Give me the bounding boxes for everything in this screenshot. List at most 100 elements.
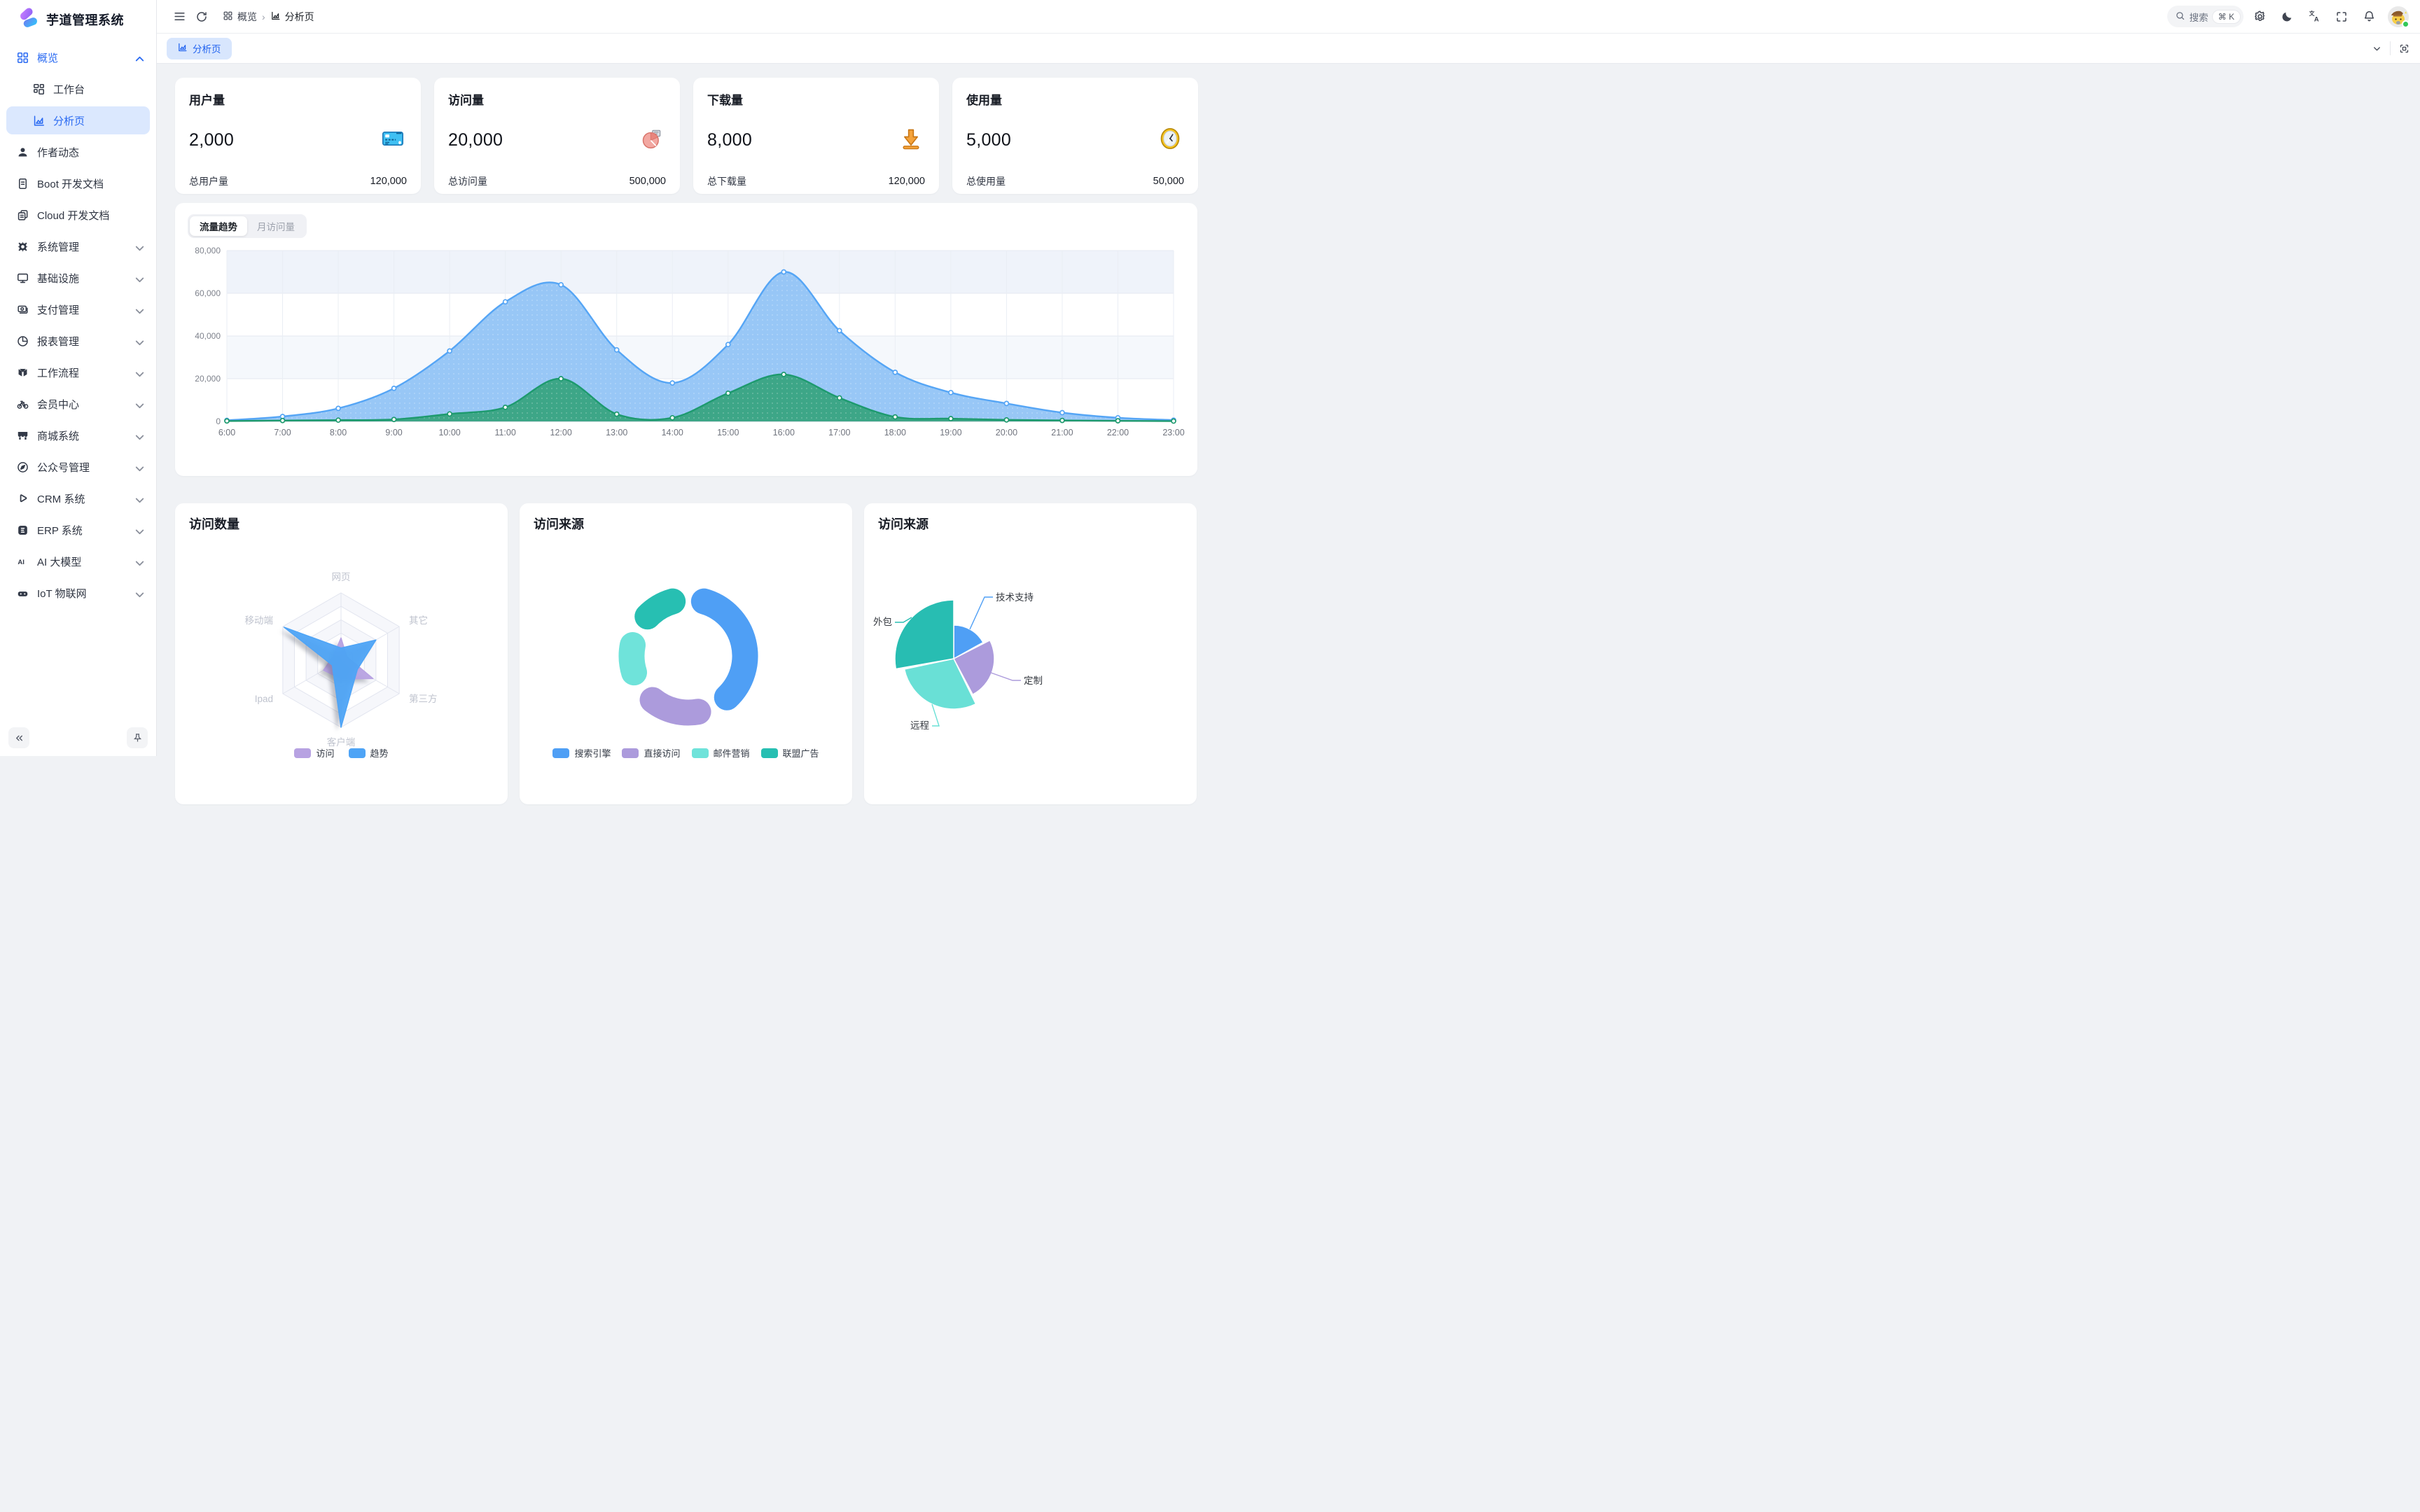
search-input[interactable]: 搜索 ⌘ K <box>2167 6 2244 27</box>
pie-label-定制: 定制 <box>1024 676 1043 686</box>
sidebar-item-label: 公众号管理 <box>37 461 90 474</box>
breadcrumb-item-overview[interactable]: 概览 <box>223 10 257 24</box>
sidebar-item-0[interactable]: 概览 <box>6 43 150 71</box>
sidebar-item-label: CRM 系统 <box>37 493 85 505</box>
sidebar-item-3[interactable]: 作者动态 <box>6 138 150 166</box>
sidebar-item-14[interactable]: CRM 系统 <box>6 484 150 512</box>
pie-label-远程: 远程 <box>910 720 929 731</box>
notifications-bell-button[interactable] <box>2358 6 2380 28</box>
sidebar-item-label: 会员中心 <box>37 398 80 411</box>
stat-footer-label: 总使用量 <box>966 176 1006 187</box>
sidebar-item-13[interactable]: 公众号管理 <box>6 453 150 481</box>
piechart-icon <box>638 125 666 156</box>
sidebar-item-label: 分析页 <box>53 115 85 127</box>
chart-icon <box>32 113 46 127</box>
bankcard-icon <box>379 125 407 156</box>
gear-icon <box>15 239 29 253</box>
traffic-area-chart[interactable]: 6:00 7:00 8:00 9:00 10:00 11:00 12:00 13:00 14:0… <box>188 245 1185 456</box>
refresh-button[interactable] <box>190 6 213 28</box>
chevron-down-icon <box>133 336 144 346</box>
legend-item-搜索引擎[interactable]: 搜索引擎 <box>552 746 611 760</box>
sidebar-item-4[interactable]: Boot 开发文档 <box>6 169 150 197</box>
sidebar-item-6[interactable]: 系统管理 <box>6 232 150 260</box>
settings-gear-button[interactable] <box>2248 6 2271 28</box>
compass-icon <box>15 460 29 474</box>
svg-text:18:00: 18:00 <box>884 428 906 438</box>
sidebar-item-label: 作者动态 <box>37 146 80 159</box>
legend-item-联盟广告[interactable]: 联盟广告 <box>760 746 819 760</box>
sidebar-item-7[interactable]: 基础设施 <box>6 264 150 292</box>
divider <box>2390 41 2391 55</box>
chevron-down-icon <box>133 462 144 472</box>
stat-footer-value: 500,000 <box>629 176 666 187</box>
sidebar-item-label: Boot 开发文档 <box>37 178 104 190</box>
no-chevron <box>133 84 143 94</box>
chevron-down-icon <box>133 304 144 314</box>
legend-label: 趋势 <box>370 748 389 759</box>
tab-monthly-visits[interactable]: 月访问量 <box>247 216 305 236</box>
no-chevron <box>133 178 143 188</box>
stat-title: 访问量 <box>448 94 484 107</box>
tab-list-chevron-down-button[interactable] <box>2367 39 2386 57</box>
tab-bar: 分析页 <box>157 34 2420 64</box>
visit-source-donut-chart[interactable] <box>520 503 852 804</box>
legend-item-直接访问[interactable]: 直接访问 <box>622 746 681 760</box>
dark-mode-moon-button[interactable] <box>2276 6 2298 28</box>
breadcrumb-item-analysis[interactable]: 分析页 <box>270 10 314 24</box>
fullscreen-button[interactable] <box>2330 6 2353 28</box>
sidebar-item-16[interactable]: AI AI 大模型 <box>6 547 150 575</box>
grid-icon <box>15 50 29 64</box>
card-title: 访问来源 <box>878 517 929 531</box>
chevron-down-icon <box>133 556 144 566</box>
doc-icon <box>15 176 29 190</box>
legend-item-访问[interactable]: 访问 <box>294 746 335 760</box>
stat-title: 使用量 <box>966 94 1002 107</box>
svg-text:文: 文 <box>2309 10 2314 17</box>
radar-axis-label: 移动端 <box>245 615 274 626</box>
layout-icon <box>32 82 46 96</box>
visit-count-card: 访问数量 网页 其它 第三方 客户端 Ipad 移动端 访问 趋势 <box>175 503 508 804</box>
sidebar-item-12[interactable]: 商城系统 <box>6 421 150 449</box>
logo[interactable]: 芋道管理系统 <box>0 0 156 39</box>
sidebar-footer <box>0 720 156 756</box>
pie-label-外包: 外包 <box>873 617 892 627</box>
maximize-content-button[interactable] <box>2395 39 2413 57</box>
no-chevron <box>133 115 143 125</box>
svg-text:21:00: 21:00 <box>1051 428 1073 438</box>
sidebar-item-2[interactable]: 分析页 <box>6 106 150 134</box>
tab-traffic-trend[interactable]: 流量趋势 <box>190 216 247 236</box>
sidebar-item-15[interactable]: ERP 系统 <box>6 516 150 544</box>
sidebar-item-1[interactable]: 工作台 <box>6 75 150 103</box>
sidebar-item-label: AI 大模型 <box>37 556 82 568</box>
stat-card-1: 访问量 20,000 总访问量 500,000 <box>434 78 680 194</box>
sidebar-item-label: 概览 <box>37 52 59 64</box>
sidebar-item-17[interactable]: IoT 物联网 <box>6 579 150 607</box>
traffic-tabs: 流量趋势 月访问量 <box>188 214 307 238</box>
card-title: 访问数量 <box>189 517 239 531</box>
chevron-down-icon <box>133 588 144 598</box>
tab-analysis-page[interactable]: 分析页 <box>167 37 232 59</box>
sidebar-item-5[interactable]: Cloud 开发文档 <box>6 201 150 229</box>
legend-item-邮件营销[interactable]: 邮件营销 <box>691 746 750 760</box>
svg-text:17:00: 17:00 <box>828 428 850 438</box>
sidebar-collapse-button[interactable] <box>8 727 29 748</box>
stat-footer-label: 总访问量 <box>448 176 487 187</box>
legend-item-趋势[interactable]: 趋势 <box>348 746 389 760</box>
chevron-down-icon <box>133 241 144 251</box>
hamburger-menu-button[interactable] <box>168 6 190 28</box>
sidebar-item-10[interactable]: 工作流程 <box>6 358 150 386</box>
sidebar-item-11[interactable]: 会员中心 <box>6 390 150 418</box>
stat-card-0: 用户量 2,000 总用户量 120,000 <box>175 78 421 194</box>
sidebar-item-8[interactable]: 支付管理 <box>6 295 150 323</box>
sidebar-pin-button[interactable] <box>127 727 148 748</box>
svg-text:9:00: 9:00 <box>385 428 402 438</box>
sidebar-item-9[interactable]: 报表管理 <box>6 327 150 355</box>
breadcrumb-label: 概览 <box>237 10 257 22</box>
user-avatar[interactable] <box>2388 6 2409 28</box>
visit-source-donut-card: 访问来源 搜索引擎 直接访问 邮件营销 联盟广告 <box>520 503 852 804</box>
sidebar-item-label: 支付管理 <box>37 304 80 316</box>
